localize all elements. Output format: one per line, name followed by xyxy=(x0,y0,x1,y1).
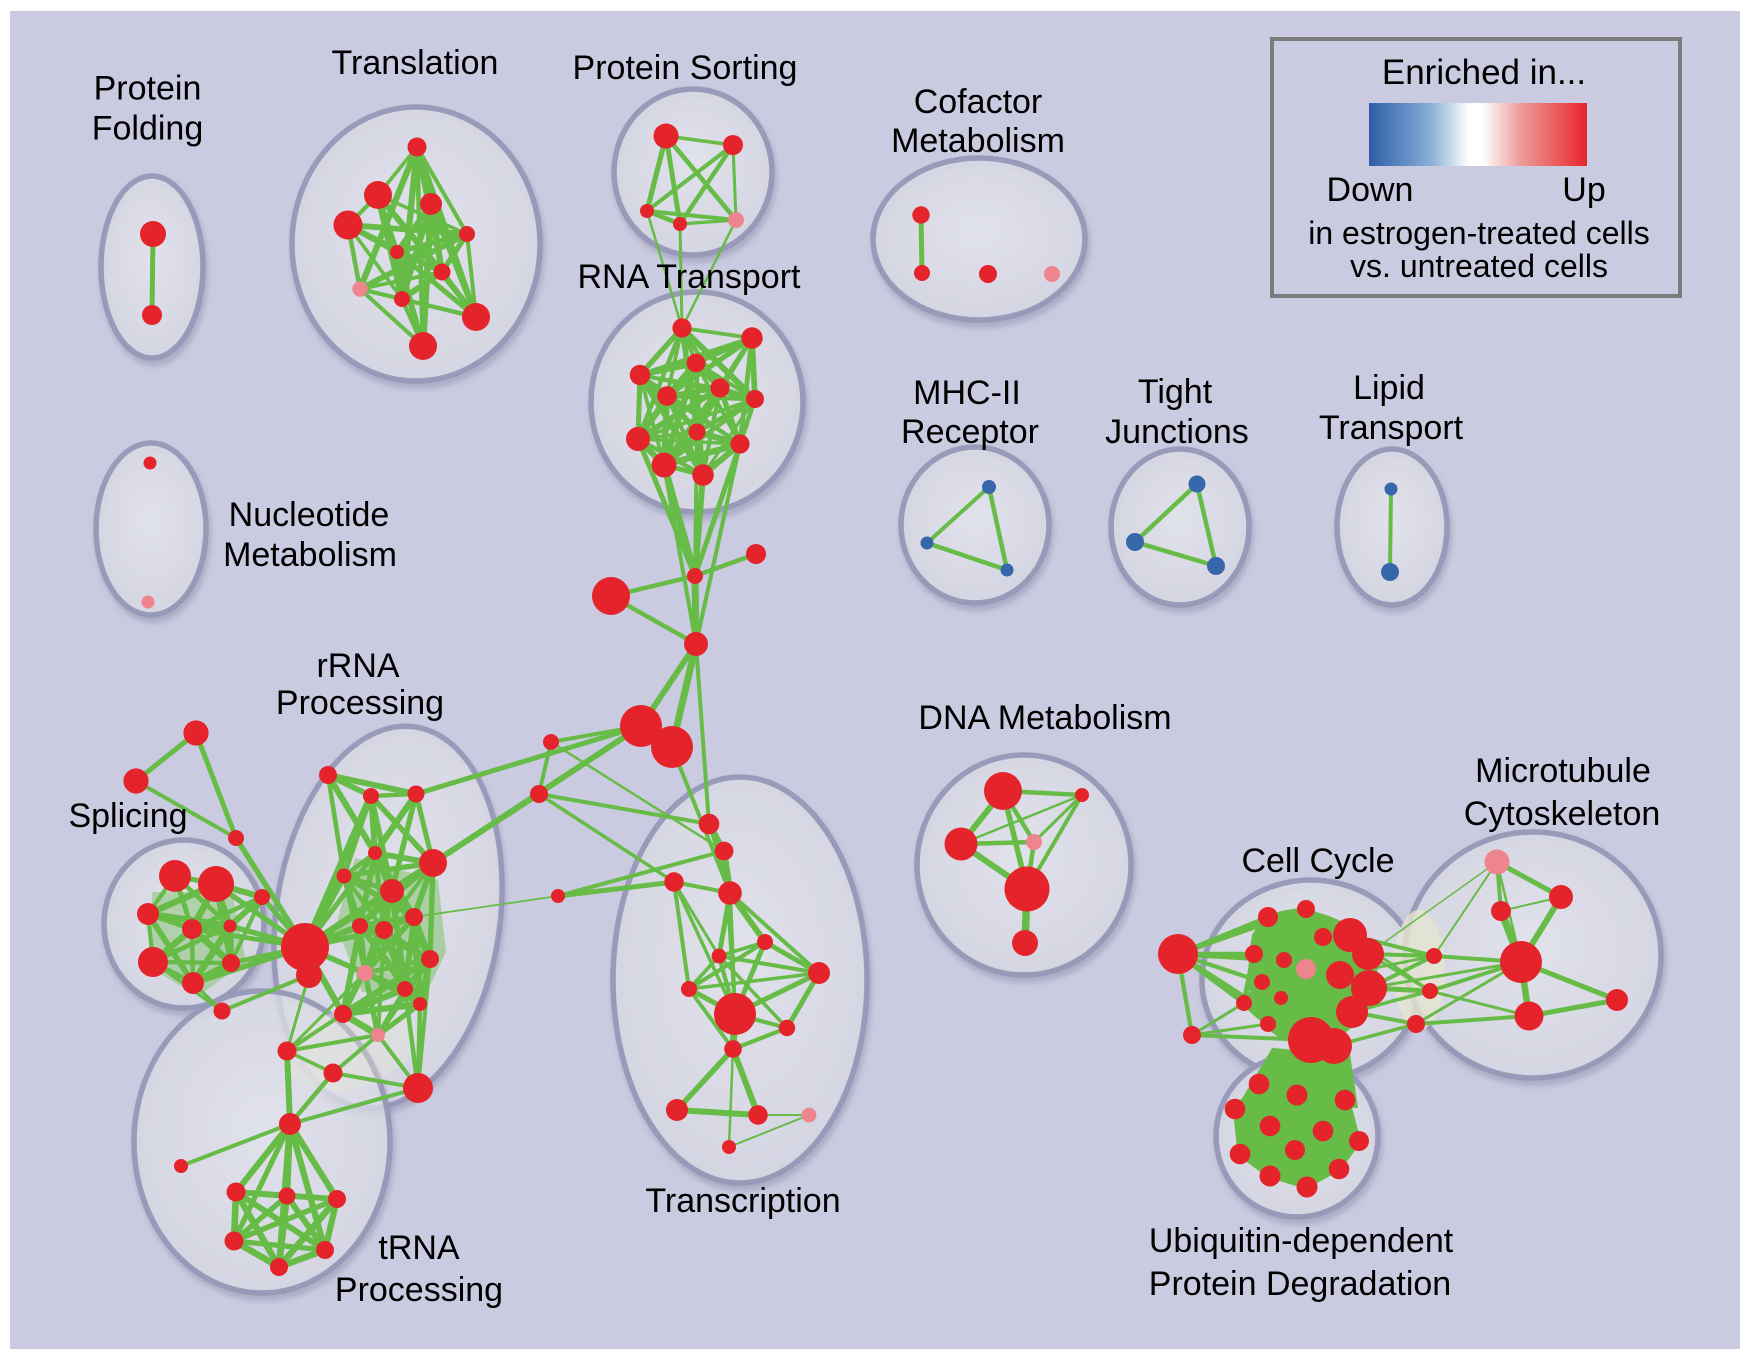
svg-text:Protein Degradation: Protein Degradation xyxy=(1149,1265,1451,1303)
svg-text:Processing: Processing xyxy=(276,684,444,722)
svg-text:Cofactor: Cofactor xyxy=(914,83,1043,121)
svg-text:in estrogen-treated cells: in estrogen-treated cells xyxy=(1308,215,1650,251)
svg-text:Transport: Transport xyxy=(1319,409,1464,447)
svg-text:Enriched in...: Enriched in... xyxy=(1382,53,1586,92)
svg-text:Protein: Protein xyxy=(94,69,202,107)
svg-text:Splicing: Splicing xyxy=(68,797,187,835)
svg-text:rRNA: rRNA xyxy=(316,647,399,685)
svg-text:Lipid: Lipid xyxy=(1353,369,1425,407)
svg-text:Transcription: Transcription xyxy=(645,1182,840,1220)
svg-text:Up: Up xyxy=(1562,171,1605,209)
svg-text:vs. untreated cells: vs. untreated cells xyxy=(1350,248,1608,284)
svg-text:Junctions: Junctions xyxy=(1105,413,1249,451)
svg-text:Folding: Folding xyxy=(92,110,204,148)
svg-text:DNA Metabolism: DNA Metabolism xyxy=(918,699,1171,737)
svg-text:MHC-II: MHC-II xyxy=(913,374,1021,412)
svg-text:Tight: Tight xyxy=(1138,373,1213,411)
svg-text:Down: Down xyxy=(1327,171,1414,209)
svg-text:Metabolism: Metabolism xyxy=(891,122,1065,160)
svg-text:Processing: Processing xyxy=(335,1271,503,1309)
svg-text:Protein Sorting: Protein Sorting xyxy=(573,49,798,87)
svg-text:tRNA: tRNA xyxy=(378,1229,460,1267)
svg-text:Ubiquitin-dependent: Ubiquitin-dependent xyxy=(1149,1222,1454,1260)
svg-text:RNA Transport: RNA Transport xyxy=(578,258,802,296)
svg-text:Cytoskeleton: Cytoskeleton xyxy=(1464,795,1661,833)
svg-text:Microtubule: Microtubule xyxy=(1475,752,1651,790)
svg-text:Translation: Translation xyxy=(332,44,499,82)
svg-text:Nucleotide: Nucleotide xyxy=(229,496,390,534)
svg-text:Receptor: Receptor xyxy=(901,413,1039,451)
svg-text:Metabolism: Metabolism xyxy=(223,536,397,574)
svg-text:Cell Cycle: Cell Cycle xyxy=(1241,842,1394,880)
